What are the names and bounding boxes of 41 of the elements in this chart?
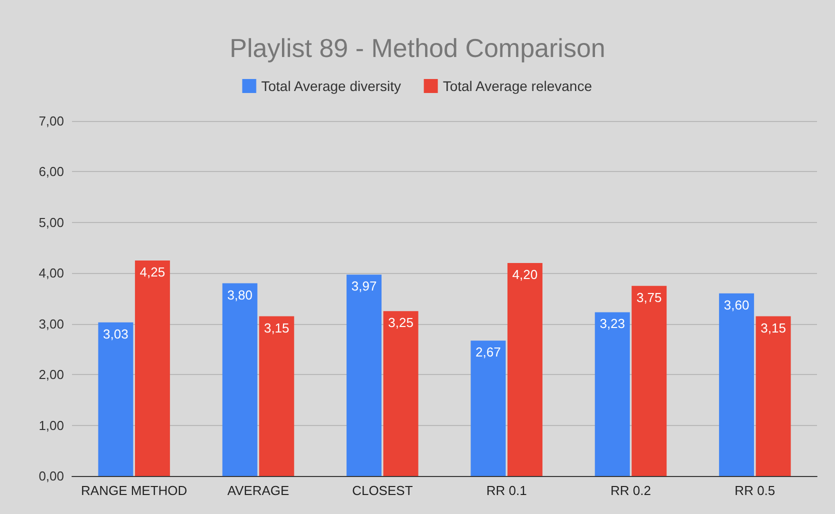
data-label: 2,67 [476,344,501,360]
bar [470,340,506,476]
bar [383,311,418,476]
data-label: 4,20 [512,267,538,282]
data-label: 3,60 [724,297,750,312]
x-tick-label: RR 0.5 [734,483,776,498]
data-label: 3,75 [636,290,662,305]
y-tick-label: 4,00 [38,266,64,281]
data-label: 3,15 [264,320,290,336]
data-label: 3,23 [600,316,626,332]
data-label: 3,15 [760,320,786,336]
x-tick-label: RANGE METHOD [80,483,188,498]
y-tick-label: 0,00 [38,468,64,484]
data-label: 3,80 [227,287,253,302]
x-tick-label: CLOSEST [352,483,413,498]
chart-title: Playlist 89 - Method Comparison [230,33,606,63]
bar [756,316,791,476]
y-tick-label: 1,00 [38,418,64,433]
data-label: 3,25 [388,315,414,330]
y-tick-label: 3,00 [38,316,64,332]
x-tick-label: AVERAGE [227,483,290,498]
bar [222,283,258,476]
bar [346,274,382,476]
y-tick-label: 5,00 [38,214,64,230]
bar [134,260,170,476]
legend-label: Total Average diversity [261,78,402,94]
x-tick-label: RR 0.2 [610,483,651,498]
bar [507,263,542,476]
bar [98,322,134,476]
x-tick-label: RR 0.1 [486,483,527,498]
data-label: 3,03 [103,326,128,342]
y-tick-label: 2,00 [38,367,64,382]
y-tick-label: 6,00 [38,164,64,180]
y-tick-label: 7,00 [38,114,64,128]
bar [594,312,630,476]
bar [632,286,667,476]
data-label: 3,97 [351,278,377,294]
bar [259,316,294,476]
legend-label: Total Average relevance [442,78,592,94]
bar [719,293,754,476]
data-label: 4,25 [140,264,166,280]
